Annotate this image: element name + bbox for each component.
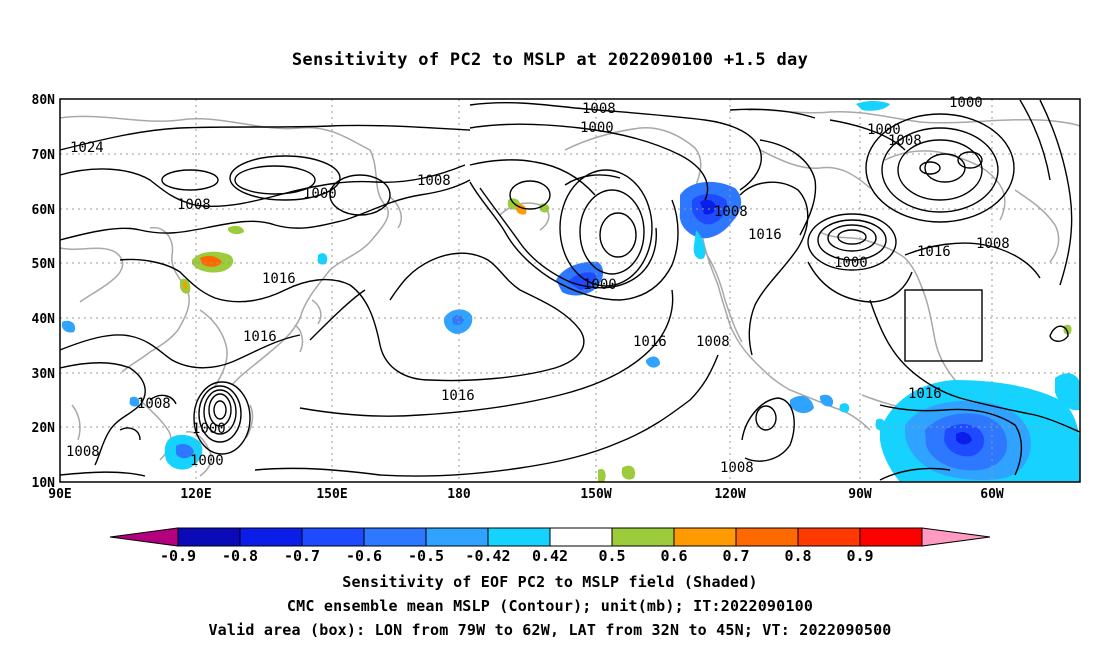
lat-tick-label: 30N [32, 367, 56, 382]
colorbar-tick-label: -0.6 [346, 547, 382, 565]
lon-tick-label: 90E [48, 487, 71, 502]
lat-tick-label: 80N [32, 93, 56, 108]
colorbar-upper-triangle [921, 527, 991, 547]
colorbar-tick-label: 0.42 [532, 547, 568, 565]
contour-label: 1008 [976, 236, 1010, 252]
contour-label: 1008 [720, 460, 754, 476]
mslp-contours [60, 99, 1080, 481]
contour-label: 1016 [908, 386, 942, 402]
colorbar-box [239, 527, 303, 547]
colorbar-tick-label: -0.9 [160, 547, 196, 565]
page-title: Sensitivity of PC2 to MSLP at 2022090100… [291, 50, 809, 70]
contour-label: 1016 [633, 334, 667, 350]
colorbar-box [859, 527, 923, 547]
lon-tick-label: 60W [980, 487, 1004, 502]
colorbar-tick-label: -0.5 [408, 547, 444, 565]
lon-tick-label: 120W [714, 487, 745, 502]
contour-label: 1008 [137, 396, 171, 412]
lat-tick-label: 50N [32, 257, 56, 272]
lon-tick-label: 90W [848, 487, 872, 502]
lat-tick-label: 60N [32, 203, 56, 218]
contour-label: 1016 [441, 388, 475, 404]
contour-label: 1000 [583, 277, 617, 293]
colorbar-tick-label: -0.42 [465, 547, 510, 565]
lon-tick-label: 180 [447, 487, 471, 502]
contour-label: 1000 [949, 95, 983, 111]
caption-line-2: CMC ensemble mean MSLP (Contour); unit(m… [286, 597, 814, 615]
contour-label: 1008 [888, 133, 922, 149]
colorbar-tick-label: 0.5 [598, 547, 625, 565]
contour-label: 1000 [834, 255, 868, 271]
contour-label: 1008 [696, 334, 730, 350]
colorbar-box [487, 527, 551, 547]
lat-tick-label: 20N [32, 421, 56, 436]
colorbar-tick-label: 0.8 [784, 547, 811, 565]
colorbar-lower-triangle [109, 527, 179, 547]
colorbar: -0.9 -0.8 -0.7 -0.6 -0.5 -0.42 0.42 0.5 0.6 0.7 0.… [109, 527, 991, 565]
colorbar-box [735, 527, 799, 547]
colorbar-tick-label: 0.7 [722, 547, 749, 565]
contour-label: 1000 [190, 453, 224, 469]
colorbar-tick-label: 0.6 [660, 547, 687, 565]
colorbar-box [673, 527, 737, 547]
contour-label: 1008 [417, 173, 451, 189]
colorbar-box [177, 527, 241, 547]
map-gridlines [60, 99, 1080, 482]
contour-label: 1008 [714, 204, 748, 220]
contour-label: 1008 [177, 197, 211, 213]
lon-tick-labels: 90E 120E 150E 180 150W 120W 90W 60W [48, 487, 1004, 502]
lat-tick-labels: 80N 70N 60N 50N 40N 30N 20N 10N [32, 93, 56, 491]
lat-tick-label: 10N [32, 476, 56, 491]
colorbar-box [797, 527, 861, 547]
colorbar-box [549, 527, 613, 547]
contour-label: 1016 [243, 329, 277, 345]
lon-tick-label: 150E [316, 487, 347, 502]
map-frame [59, 98, 1081, 483]
sensitivity-shading [62, 101, 1080, 482]
lat-tick-label: 70N [32, 148, 56, 163]
caption-line-1: Sensitivity of EOF PC2 to MSLP field (Sh… [342, 573, 758, 591]
contour-label: 1016 [262, 271, 296, 287]
caption-line-3: Valid area (box): LON from 79W to 62W, L… [208, 621, 892, 639]
contour-labels: 1024 1008 1000 1008 1016 1016 1008 1000 … [66, 95, 1010, 476]
colorbar-box [425, 527, 489, 547]
lon-tick-label: 120E [180, 487, 211, 502]
contour-label: 1008 [66, 444, 100, 460]
colorbar-tick-label: -0.7 [284, 547, 320, 565]
contour-label: 1000 [303, 186, 337, 202]
colorbar-box [301, 527, 365, 547]
colorbar-box [363, 527, 427, 547]
lat-tick-label: 40N [32, 312, 56, 327]
contour-label: 1000 [192, 421, 226, 437]
contour-label: 1016 [748, 227, 782, 243]
colorbar-tick-label: 0.9 [846, 547, 873, 565]
contour-label: 1000 [867, 122, 901, 138]
contour-label: 1016 [917, 244, 951, 260]
colorbar-box [611, 527, 675, 547]
contour-label: 1000 [580, 120, 614, 136]
colorbar-tick-label: -0.8 [222, 547, 258, 565]
lon-tick-label: 150W [580, 487, 611, 502]
contour-label: 1024 [70, 140, 104, 156]
contour-label: 1008 [582, 101, 616, 117]
